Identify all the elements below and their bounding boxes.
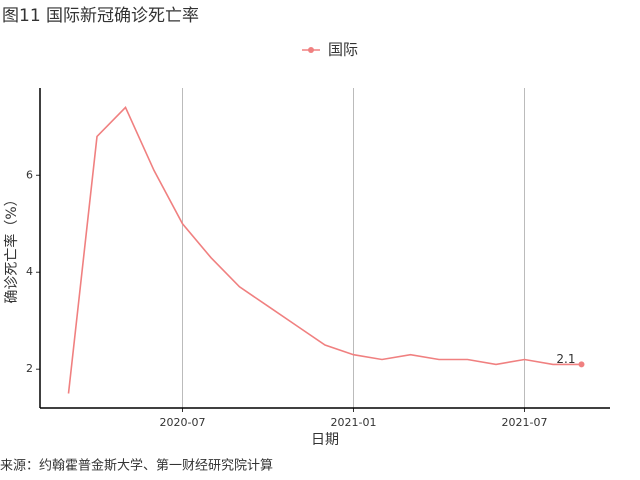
x-tick-label: 2021-07 — [502, 416, 548, 429]
x-tick-label: 2021-01 — [331, 416, 377, 429]
legend-marker — [308, 47, 314, 53]
end-point — [578, 361, 585, 368]
end-label: 2.1 — [556, 352, 575, 366]
y-tick-label: 6 — [26, 168, 33, 181]
line — [67, 106, 582, 394]
y-tick-label: 4 — [26, 265, 33, 278]
x-axis-label: 日期 — [311, 432, 339, 448]
chart-title: 图11 国际新冠确诊死亡率 — [2, 6, 199, 26]
legend-label: 国际 — [328, 41, 358, 59]
y-tick-label: 2 — [26, 362, 33, 375]
x-tick-label: 2020-07 — [160, 416, 206, 429]
source: 来源：约翰霍普金斯大学、第一财经研究院计算 — [0, 458, 273, 474]
y-axis-label: 确诊死亡率（%） — [3, 192, 20, 303]
